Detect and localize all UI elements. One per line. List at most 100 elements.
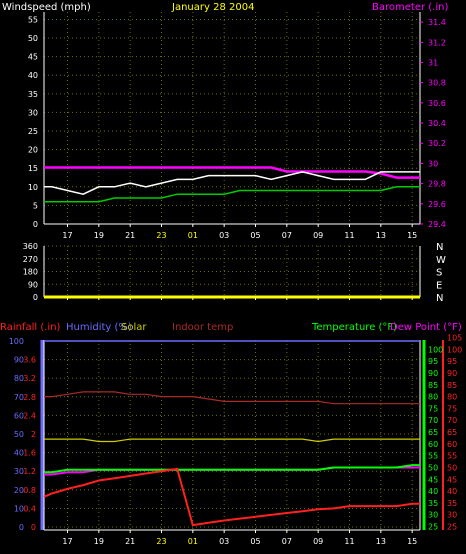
rainfall-y-tick-label: 2.4 [23,411,36,420]
date-label: January 28 2004 [171,2,254,13]
env-x-tick-label: 03 [219,537,229,546]
rainfall-y-tick-label: 2 [31,430,36,439]
barometer-y-tick-label: 30.4 [428,119,446,128]
temperature-y-tick-label: 65 [428,428,438,437]
env-x-tick-label: 15 [407,537,417,546]
humidity-y-tick-label: 80 [14,374,24,383]
temperature-y-tick-label: 30 [428,511,438,520]
rainfall-y-tick-label: 1.6 [23,449,36,458]
env-x-tick-label: 13 [376,537,386,546]
compass-label: N [436,293,443,304]
dew-point-y-tick-label: 85 [447,381,457,390]
humidity-y-tick-label: 60 [14,411,24,420]
humidity-y-tick-label: 20 [14,486,24,495]
wind-x-tick-label: 15 [407,231,417,240]
rainfall-y-tick-label: 0.8 [23,486,36,495]
windspeed-y-tick-label: 0 [33,220,38,229]
windspeed-y-tick-label: 10 [28,183,38,192]
windspeed-y-tick-label: 5 [33,201,38,210]
env-x-tick-label: 23 [156,537,166,546]
temperature-y-tick-label: 25 [428,522,438,531]
solar-label: Solar [121,322,147,333]
humidity-y-tick-label: 70 [14,393,24,402]
direction-y-tick-label: 270 [23,255,38,264]
temperature-y-tick-label: 60 [428,440,438,449]
humidity-y-tick-label: 30 [14,467,24,476]
temperature-label: Temperature (°F) [311,322,397,333]
direction-y-tick-label: 180 [23,268,38,277]
rainfall-line [43,467,420,527]
series-layer [43,166,420,527]
dew-point-y-tick-label: 90 [447,369,457,378]
temperature-line [44,464,420,474]
windspeed-y-tick-label: 55 [28,15,38,24]
windspeed-line [44,171,420,195]
wind-x-tick-label: 09 [313,231,323,240]
compass-label: E [436,280,442,291]
dew-point-y-tick-label: 25 [447,522,457,531]
barometer-y-tick-label: 30.2 [428,139,446,148]
barometer-y-tick-label: 30.8 [428,79,446,88]
dew-point-label: Dew Point (°F) [390,322,462,333]
windspeed-y-tick-label: 15 [28,164,38,173]
temperature-y-tick-label: 95 [428,357,438,366]
dew-point-y-tick-label: 55 [447,452,457,461]
windspeed-y-tick-label: 25 [28,127,38,136]
barometer-y-tick-label: 29.6 [428,200,446,209]
humidity-y-tick-label: 50 [14,430,24,439]
dew-point-y-tick-label: 35 [447,499,457,508]
rainfall-label: Rainfall (.in) [0,322,61,333]
dew-point-y-tick-label: 80 [447,393,457,402]
windspeed-y-tick-label: 30 [28,108,38,117]
dew-point-y-tick-label: 60 [447,440,457,449]
barometer-y-tick-label: 31.4 [428,18,446,27]
barometer-y-tick-label: 30.6 [428,99,446,108]
dew-point-y-tick-label: 50 [447,463,457,472]
temperature-y-tick-label: 45 [428,475,438,484]
windspeed-y-tick-label: 45 [28,53,38,62]
wind-x-tick-label: 13 [376,231,386,240]
direction-y-tick-label: 0 [33,293,38,302]
env-x-tick-label: 17 [62,537,72,546]
wind-x-tick-label: 23 [156,231,166,240]
wind-x-tick-label: 07 [282,231,292,240]
env-x-tick-label: 19 [94,537,104,546]
axes-layer [40,12,444,533]
temperature-y-tick-label: 85 [428,381,438,390]
wind-x-tick-label: 21 [125,231,135,240]
temperature-y-tick-label: 75 [428,404,438,413]
rainfall-y-tick-label: 0.4 [23,504,36,513]
direction-y-tick-label: 90 [28,280,38,289]
compass-label: S [436,268,442,279]
windspeed-label: Windspeed (mph) [2,2,91,13]
windspeed-y-tick-label: 40 [28,71,38,80]
wind-x-tick-label: 03 [219,231,229,240]
windspeed-y-tick-label: 50 [28,34,38,43]
rainfall-y-tick-label: 3.2 [23,374,36,383]
compass-label: N [436,242,443,253]
compass-label: W [436,255,446,266]
temperature-y-tick-label: 40 [428,487,438,496]
barometer-label: Barometer (.in) [372,2,448,13]
grid-layer [44,12,420,530]
dew-point-y-tick-label: 40 [447,487,457,496]
wind-x-tick-label: 01 [188,231,198,240]
dew-point-y-tick-label: 65 [447,428,457,437]
temperature-y-tick-label: 100 [428,345,443,354]
humidity-y-tick-label: 0 [19,523,24,532]
humidity-label: Humidity (%) [66,322,132,333]
dew-point-y-tick-label: 95 [447,357,457,366]
indoor-temp-label: Indoor temp [172,322,233,333]
dew-point-y-tick-label: 105 [447,334,462,343]
windspeed-y-tick-label: 35 [28,90,38,99]
wind-x-tick-label: 11 [344,231,354,240]
rainfall-y-tick-label: 3.6 [23,356,36,365]
dew-point-y-tick-label: 70 [447,416,457,425]
dew-point-y-tick-label: 45 [447,475,457,484]
wind-x-tick-label: 05 [250,231,260,240]
barometer-y-tick-label: 31.2 [428,38,446,47]
dew-point-y-tick-label: 75 [447,404,457,413]
env-x-tick-label: 09 [313,537,323,546]
solar-line [44,438,420,443]
